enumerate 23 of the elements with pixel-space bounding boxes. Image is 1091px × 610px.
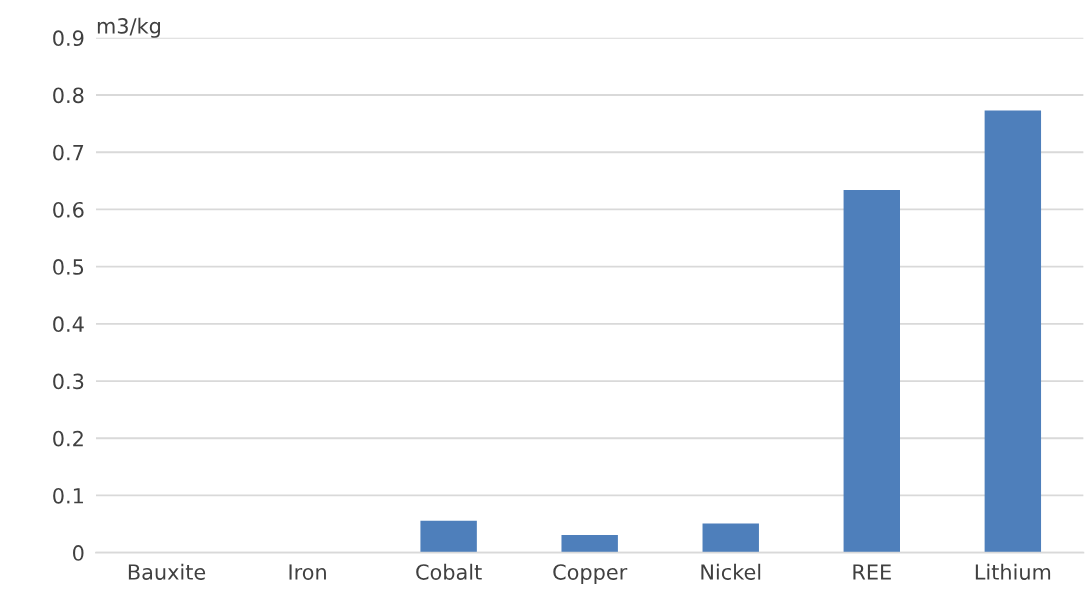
x-tick-label: Bauxite: [128, 563, 206, 580]
x-tick-label: Copper: [553, 564, 628, 584]
y-tick-label: 0.7: [53, 144, 84, 161]
x-tick-label: REE: [853, 564, 891, 580]
x-tick-label: Cobalt: [416, 563, 482, 580]
y-tick-label: 0.6: [53, 201, 84, 218]
y-tick-label: 0: [73, 545, 84, 561]
y-tick-label: 0.2: [53, 430, 83, 447]
bar: [702, 523, 759, 553]
bar: [561, 534, 618, 553]
x-tick-label: Nickel: [701, 563, 761, 580]
y-tick-label: 0.1: [53, 487, 83, 504]
x-tick-label: Iron: [289, 564, 326, 580]
bar: [420, 520, 477, 553]
x-tick-label: Lithium: [975, 563, 1051, 580]
bar: [984, 110, 1042, 553]
y-tick-label: 0.8: [53, 87, 84, 104]
y-tick-label: 0.4: [53, 316, 84, 333]
y-tick-label: 0.5: [53, 259, 84, 275]
y-tick-label: 0.9: [53, 30, 84, 47]
y-axis-title: m3/kg: [97, 17, 160, 38]
bar: [843, 189, 900, 553]
y-tick-label: 0.3: [53, 373, 84, 390]
